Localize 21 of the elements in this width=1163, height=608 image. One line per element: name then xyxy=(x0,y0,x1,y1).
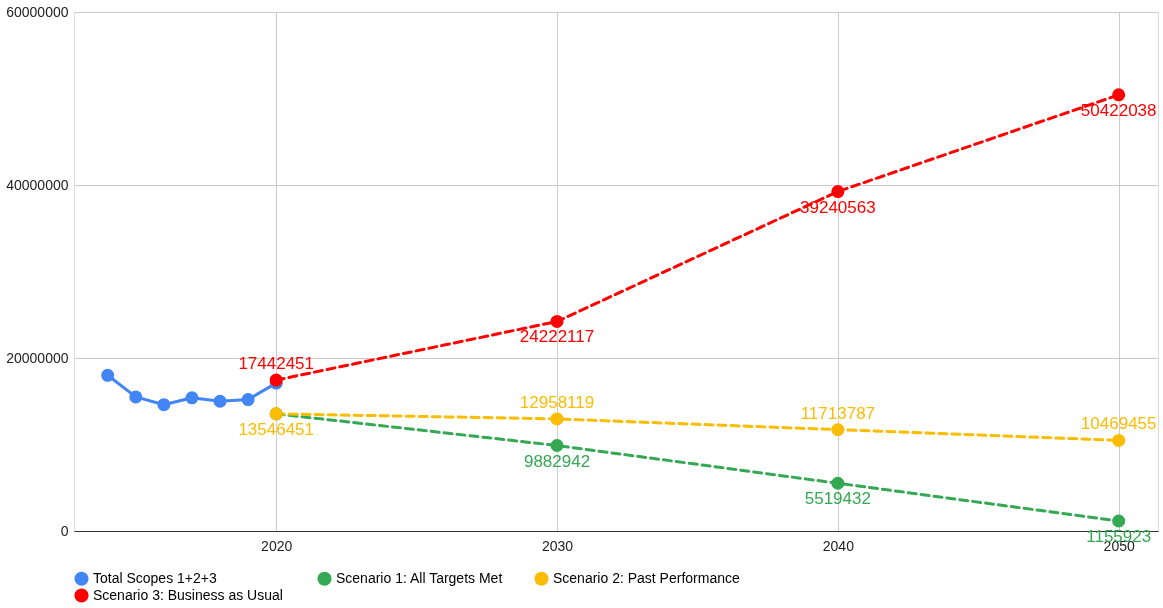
x-tick-label: 2040 xyxy=(822,537,855,554)
legend-label: Total Scopes 1+2+3 xyxy=(93,569,217,586)
data-label: 50422038 xyxy=(1080,100,1157,120)
data-label: 17442451 xyxy=(238,354,315,374)
data-label: 12958119 xyxy=(519,392,595,412)
data-label: 13546451 xyxy=(238,419,315,439)
y-tick-label: 0 xyxy=(60,522,69,539)
legend-label: Scenario 1: All Targets Met xyxy=(336,569,503,586)
data-label: 39240563 xyxy=(800,197,876,217)
y-tick-label: 40000000 xyxy=(6,176,69,193)
data-label: 24222117 xyxy=(519,327,595,347)
x-tick-label: 2030 xyxy=(541,537,574,554)
legend-label: Scenario 3: Business as Usual xyxy=(93,586,283,603)
x-tick-label: 2020 xyxy=(261,537,293,554)
data-label: 10469455 xyxy=(1080,414,1157,434)
y-tick-label: 60000000 xyxy=(6,3,69,20)
data-label: 9882942 xyxy=(523,451,591,471)
y-tick-label: 20000000 xyxy=(6,349,69,366)
data-label: 5519432 xyxy=(804,489,871,509)
data-label: 11713787 xyxy=(800,403,876,423)
legend-label: Scenario 2: Past Performance xyxy=(553,569,740,586)
